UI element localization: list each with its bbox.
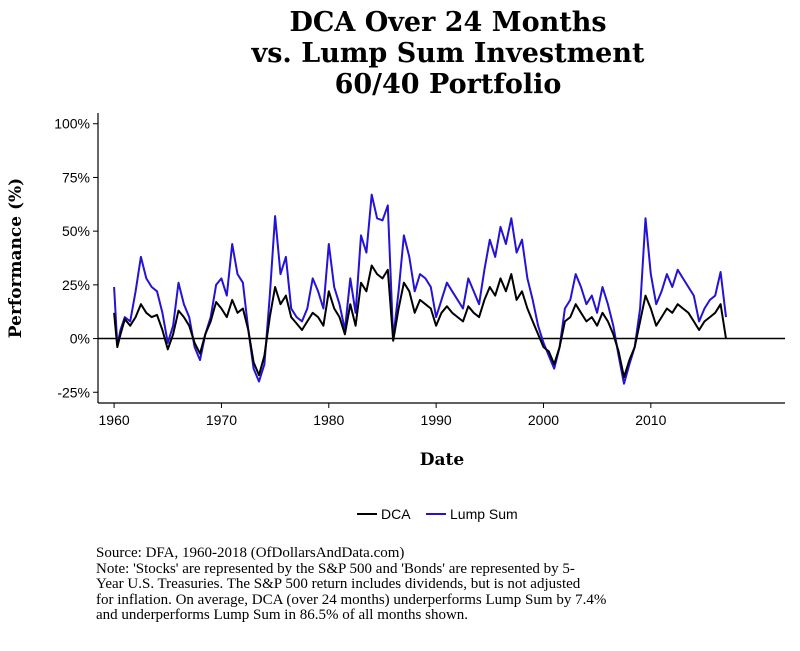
chart-title: DCA Over 24 Months vs. Lump Sum Investme… (251, 7, 645, 100)
y-tick-label: 75% (62, 169, 90, 185)
x-axis-ticks: 1960 1970 1980 1990 2000 2010 (99, 403, 667, 428)
note-line-4: and underperforms Lump Sum in 86.5% of a… (96, 607, 469, 623)
y-tick-label: 50% (62, 223, 90, 239)
y-axis-ticks: -25% 0% 25% 50% 75% 100% (54, 116, 98, 400)
y-tick-label: 0% (70, 331, 90, 347)
x-tick-label: 2000 (528, 412, 559, 428)
y-axis-title: Performance (%) (6, 178, 26, 338)
x-tick-label: 1960 (99, 412, 130, 428)
chart-title-line-3: 60/40 Portfolio (335, 69, 562, 100)
note-line-1: Note: 'Stocks' are represented by the S&… (96, 560, 575, 577)
x-tick-label: 1980 (313, 412, 344, 428)
x-tick-label: 2010 (635, 412, 666, 428)
y-tick-label: 100% (54, 116, 90, 132)
legend-label-lump-sum: Lump Sum (450, 506, 518, 522)
chart-title-line-2: vs. Lump Sum Investment (251, 38, 645, 69)
series-line-lump-sum (113, 193, 727, 385)
x-axis-title: Date (420, 450, 465, 470)
series-lines (113, 193, 727, 385)
legend-label-dca: DCA (381, 506, 411, 522)
y-tick-label: -25% (57, 384, 90, 400)
note-line-3: for inflation. On average, DCA (over 24 … (96, 591, 607, 608)
source-line: Source: DFA, 1960-2018 (OfDollarsAndData… (96, 545, 405, 561)
chart-title-line-1: DCA Over 24 Months (289, 7, 606, 38)
y-tick-label: 25% (62, 277, 90, 293)
legend: DCA Lump Sum (357, 506, 518, 522)
x-tick-label: 1970 (206, 412, 237, 428)
note-line-2: Year U.S. Treasuries. The S&P 500 return… (96, 576, 581, 592)
source-note: Source: DFA, 1960-2018 (OfDollarsAndData… (96, 545, 736, 624)
series-line-dca (113, 264, 727, 379)
x-tick-label: 1990 (421, 412, 452, 428)
